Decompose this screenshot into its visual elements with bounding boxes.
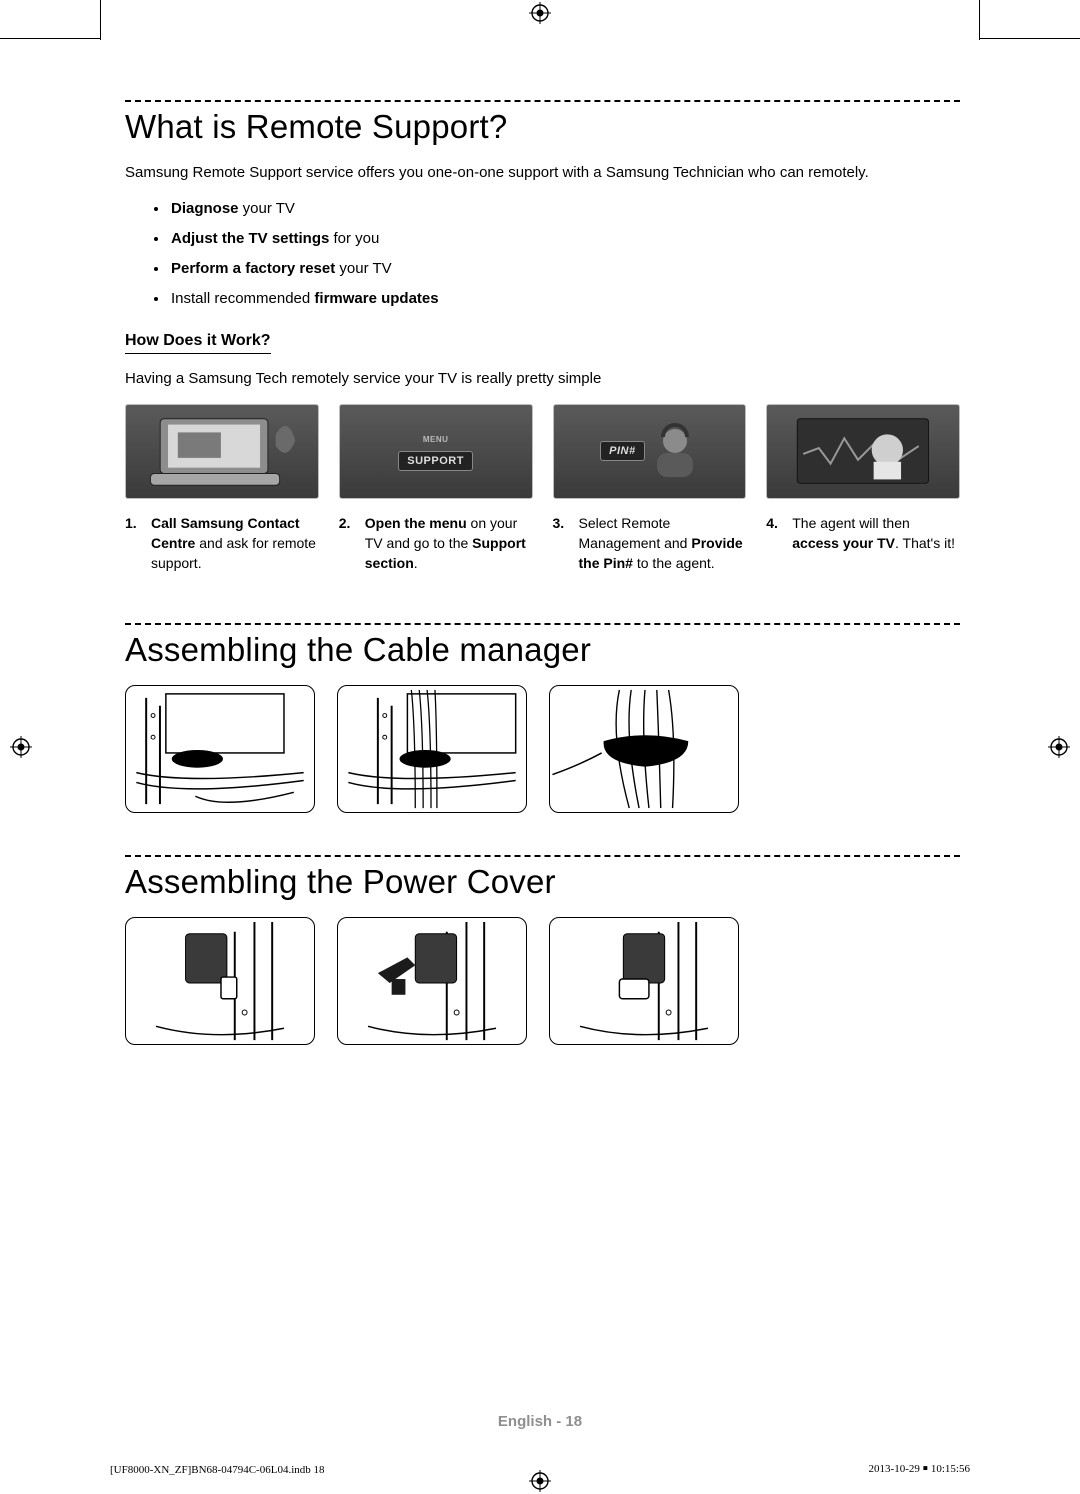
cable-manager-illustrations	[125, 685, 960, 813]
step-3: PIN# 3. Select Remote Management and Pro…	[553, 404, 747, 574]
agent-icon	[651, 423, 699, 479]
section2-title: Assembling the Cable manager	[125, 631, 960, 669]
crop-mark-top-icon	[529, 2, 551, 24]
step1-text: Call Samsung Contact Centre and ask for …	[151, 513, 319, 574]
step1-figure	[125, 404, 319, 499]
step-number: 2.	[339, 513, 355, 574]
crop-mark-bottom-icon	[529, 1470, 551, 1492]
crop-mark-right-icon	[1048, 736, 1070, 758]
bullet-bold: Perform a factory reset	[171, 260, 335, 277]
step3-figure: PIN#	[553, 404, 747, 499]
section1-title: What is Remote Support?	[125, 108, 960, 146]
bullet-rest: for you	[329, 230, 379, 247]
step4-caption: 4. The agent will then access your TV. T…	[766, 513, 960, 554]
trim-line	[100, 0, 101, 40]
bullet-bold: firmware updates	[314, 290, 438, 307]
bullet-item: Adjust the TV settings for you	[169, 224, 960, 254]
cable-illus-3	[549, 685, 739, 813]
subheading-text: Having a Samsung Tech remotely service y…	[125, 368, 960, 390]
section-divider	[125, 855, 960, 857]
pin-label: PIN#	[600, 441, 644, 461]
tv-doctor-icon	[767, 405, 959, 498]
step-number: 1.	[125, 513, 141, 574]
step2-caption: 2. Open the menu on your TV and go to th…	[339, 513, 533, 574]
trim-line	[980, 38, 1080, 39]
trim-line	[0, 38, 100, 39]
power-cover-illustrations	[125, 917, 960, 1045]
cable-illus-2	[337, 685, 527, 813]
power-illus-2	[337, 917, 527, 1045]
bullet-bold: Adjust the TV settings	[171, 230, 329, 247]
laptop-icon	[126, 405, 318, 498]
bullet-rest: your TV	[239, 200, 295, 217]
step4-figure	[766, 404, 960, 499]
cable-illus-1	[125, 685, 315, 813]
bullet-rest: your TV	[335, 260, 391, 277]
step-number: 4.	[766, 513, 782, 554]
step-number: 3.	[553, 513, 569, 574]
step-4: 4. The agent will then access your TV. T…	[766, 404, 960, 574]
step4-text: The agent will then access your TV. That…	[792, 513, 960, 554]
section1-intro: Samsung Remote Support service offers yo…	[125, 162, 960, 184]
indb-timestamp: 2013-10-29 ￭ 10:15:56	[869, 1460, 970, 1476]
page-content: What is Remote Support? Samsung Remote S…	[125, 100, 960, 1087]
trim-line	[979, 0, 980, 40]
indb-filename: [UF8000-XN_ZF]BN68-04794C-06L04.indb 18	[110, 1464, 325, 1476]
section3-title: Assembling the Power Cover	[125, 863, 960, 901]
crop-mark-left-icon	[10, 736, 32, 758]
power-illus-1	[125, 917, 315, 1045]
bullet-bold: Diagnose	[171, 200, 239, 217]
page-footer-label: English - 18	[498, 1413, 582, 1430]
bullet-item: Diagnose your TV	[169, 194, 960, 224]
step2-figure: MENU SUPPORT	[339, 404, 533, 499]
bullet-prefix: Install recommended	[171, 290, 314, 307]
step-2: MENU SUPPORT 2. Open the menu on your TV…	[339, 404, 533, 574]
step2-text: Open the menu on your TV and go to the S…	[365, 513, 533, 574]
section-divider	[125, 100, 960, 102]
step-1: 1. Call Samsung Contact Centre and ask f…	[125, 404, 319, 574]
step1-caption: 1. Call Samsung Contact Centre and ask f…	[125, 513, 319, 574]
bullet-item: Perform a factory reset your TV	[169, 254, 960, 284]
steps-row: 1. Call Samsung Contact Centre and ask f…	[125, 404, 960, 574]
section-divider	[125, 623, 960, 625]
step3-caption: 3. Select Remote Management and Provide …	[553, 513, 747, 574]
bullet-item: Install recommended firmware updates	[169, 284, 960, 314]
support-label: SUPPORT	[398, 451, 473, 471]
step3-text: Select Remote Management and Provide the…	[579, 513, 747, 574]
subheading-how-works: How Does it Work?	[125, 332, 271, 354]
feature-bullets: Diagnose your TV Adjust the TV settings …	[169, 194, 960, 314]
power-illus-3	[549, 917, 739, 1045]
